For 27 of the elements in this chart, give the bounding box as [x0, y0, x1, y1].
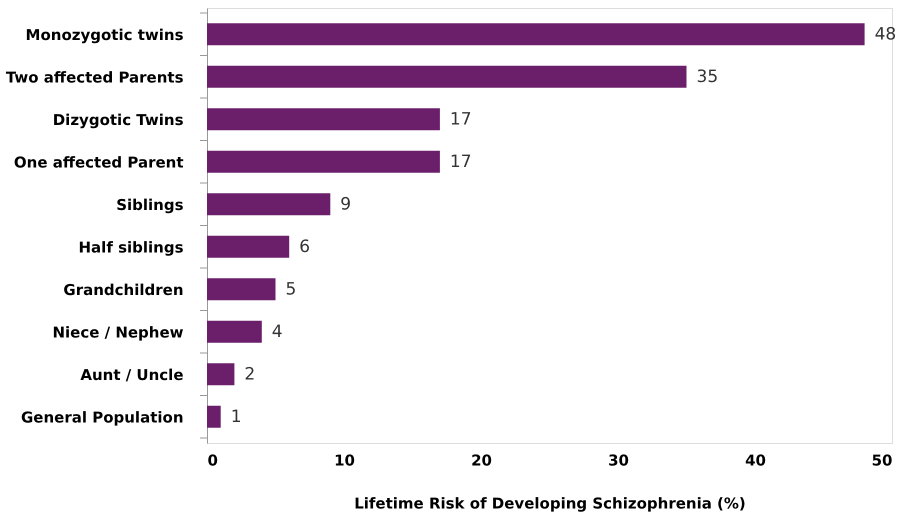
data-label: 4: [272, 322, 283, 342]
data-label: 6: [299, 236, 310, 257]
y-tick-label: General Population: [21, 408, 184, 426]
data-label: 9: [340, 194, 352, 214]
data-label: 17: [450, 109, 472, 130]
y-tick-label: One affected Parent: [14, 153, 184, 172]
data-label: 5: [286, 279, 296, 300]
data-label: 48: [874, 24, 896, 44]
y-tick-label: Dizygotic Twins: [52, 110, 184, 129]
y-tick-label: Monozygotic twins: [26, 26, 184, 44]
x-tick-label: 50: [872, 452, 892, 470]
y-tick-label: Niece / Nephew: [52, 323, 184, 342]
x-tick-label: 0: [208, 452, 218, 470]
y-tick-label: Two affected Parents: [6, 68, 184, 86]
x-tick-label: 30: [608, 452, 629, 470]
x-tick-label: 10: [334, 452, 355, 470]
y-tick-label: Siblings: [116, 196, 184, 214]
x-tick-label: 20: [471, 452, 492, 470]
data-label: 35: [696, 66, 718, 87]
data-label: 1: [230, 406, 242, 427]
y-tick-label: Grandchildren: [63, 280, 184, 299]
y-tick-label: Aunt / Uncle: [80, 366, 184, 384]
y-tick-label: Half siblings: [78, 238, 184, 256]
data-label: 17: [450, 152, 472, 172]
x-axis-title: Lifetime Risk of Developing Schizophrenia (%): [354, 494, 746, 512]
data-label: 2: [244, 364, 256, 384]
x-tick-label: 40: [745, 452, 766, 470]
